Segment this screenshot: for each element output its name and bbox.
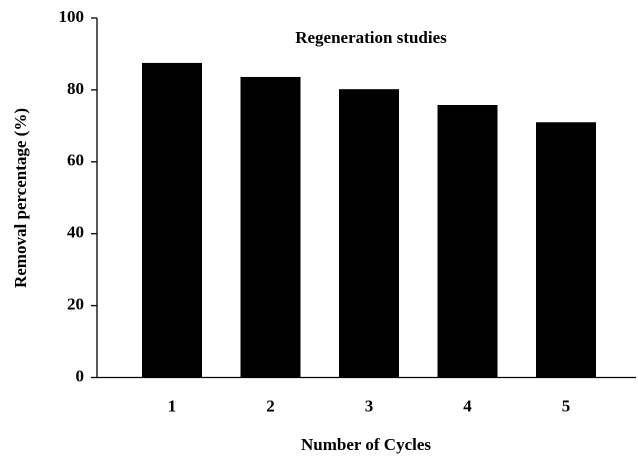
x-tick-label: 3 bbox=[365, 396, 374, 415]
y-axis-title: Removal percentage (%) bbox=[11, 108, 30, 288]
bar bbox=[339, 89, 399, 378]
bar bbox=[240, 76, 301, 378]
x-tick-label: 1 bbox=[168, 396, 177, 415]
y-tick-label: 20 bbox=[67, 295, 84, 314]
y-tick-label: 100 bbox=[59, 7, 85, 26]
y-tick-label: 80 bbox=[67, 79, 84, 98]
bar bbox=[142, 62, 202, 378]
x-axis-title: Number of Cycles bbox=[301, 435, 431, 454]
chart-title: Regeneration studies bbox=[295, 28, 447, 47]
x-tick-label: 2 bbox=[266, 396, 275, 415]
y-tick-label: 40 bbox=[67, 223, 84, 242]
x-tick-label: 4 bbox=[463, 396, 472, 415]
y-tick-label: 0 bbox=[76, 366, 85, 385]
y-tick-label: 60 bbox=[67, 151, 84, 170]
bar bbox=[437, 104, 498, 378]
bar bbox=[536, 122, 596, 378]
x-tick-label: 5 bbox=[562, 396, 571, 415]
